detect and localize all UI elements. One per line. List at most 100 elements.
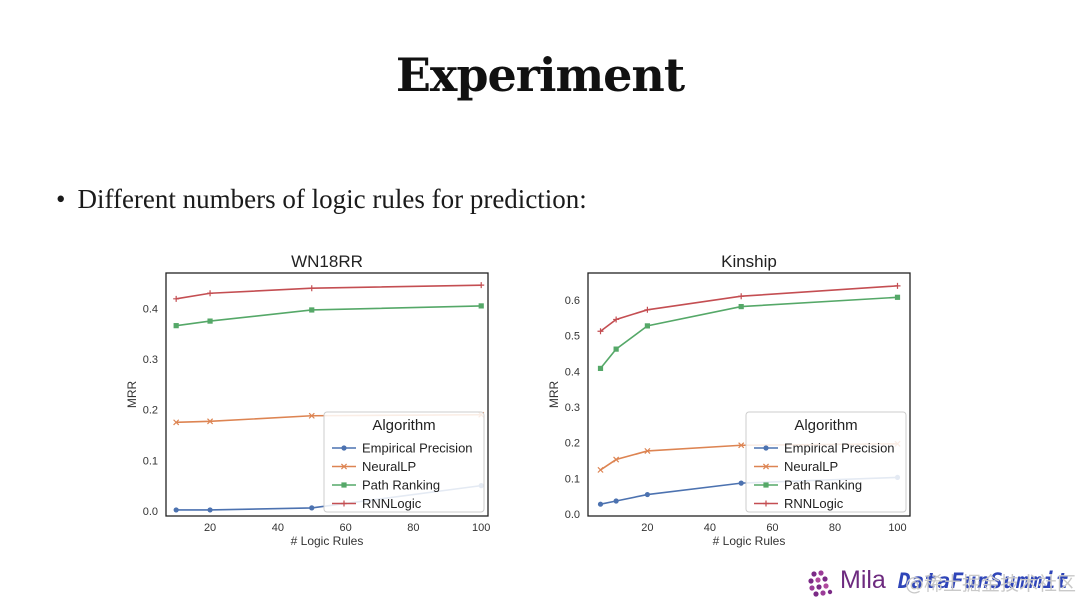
legend-marker (763, 445, 769, 451)
x-tick-label: 20 (641, 522, 653, 534)
data-point (644, 491, 650, 498)
datafun-logo: DataFunSummit (898, 569, 1069, 593)
x-tick-label: 80 (407, 522, 419, 534)
y-tick-label: 0.4 (143, 303, 158, 315)
bullet-text: Different numbers of logic rules for pre… (77, 184, 587, 214)
y-axis-label: MRR (125, 381, 139, 409)
legend: Algorithm Empirical Precision NeuralLP Path… (323, 411, 485, 513)
data-point (173, 323, 179, 329)
data-point (207, 418, 214, 425)
bullet-point: • Different numbers of logic rules for pr… (56, 184, 587, 215)
data-point (738, 293, 745, 300)
x-tick-label: 100 (888, 522, 906, 534)
legend-label: NeuralLP (362, 459, 416, 474)
legend: Algorithm Empirical Precision NeuralLP Path… (745, 411, 907, 513)
bullet-dot: • (56, 184, 66, 214)
chart-title: WN18RR (291, 252, 363, 271)
mila-logo-text: Mila (840, 566, 886, 594)
wn18rr-chart: WN18RR 20 40 60 80 100 0.0 0.1 0.2 0.3 0.4 # Logic … (125, 252, 490, 548)
data-point (309, 307, 315, 313)
series-path-ranking (597, 294, 901, 372)
data-point (173, 295, 180, 302)
data-point (173, 507, 179, 513)
legend-label: RNNLogic (784, 496, 844, 511)
y-tick-label: 0.1 (143, 455, 158, 467)
data-point (894, 282, 901, 289)
watermark: @稀土掘金技术社区 (905, 573, 1077, 595)
y-tick-label: 0.5 (565, 331, 580, 343)
x-tick-label: 20 (204, 522, 216, 534)
data-point (478, 303, 484, 309)
data-point (309, 505, 315, 511)
chart-title: Kinship (721, 252, 777, 271)
legend-label: Path Ranking (362, 478, 440, 493)
legend-label: RNNLogic (362, 496, 422, 511)
legend-box (745, 411, 907, 513)
data-point (597, 466, 604, 473)
x-tick-label: 80 (829, 522, 841, 534)
data-point (173, 419, 180, 426)
y-tick-label: 0.0 (143, 506, 158, 518)
data-point (207, 507, 213, 513)
y-tick-label: 0.1 (565, 473, 580, 485)
plot-frame (165, 272, 489, 517)
data-point (644, 323, 650, 329)
legend-label: Empirical Precision (362, 441, 473, 456)
kinship-chart: Kinship 20 40 60 80 100 0.0 0.1 0.2 0.3 0.4 0.5 0.6 #… (547, 252, 911, 548)
series-line (599, 296, 898, 369)
legend-marker (763, 482, 769, 488)
legend-marker (340, 463, 348, 470)
x-axis-label: # Logic Rules (291, 534, 364, 548)
legend-marker (341, 482, 347, 488)
data-point (738, 303, 744, 310)
series-rnnlogic (597, 282, 901, 335)
plot-frame (587, 272, 911, 517)
y-tick-label: 0.2 (143, 405, 158, 417)
mila-logo-icon (808, 570, 833, 597)
data-point (613, 498, 619, 504)
data-point (207, 290, 214, 297)
legend-marker (341, 500, 347, 507)
series-line (176, 305, 482, 327)
data-point (738, 442, 745, 449)
data-point (308, 285, 315, 292)
x-tick-label: 40 (272, 522, 284, 534)
data-point (738, 480, 744, 486)
y-tick-label: 0.0 (565, 509, 580, 521)
slide-title: Experiment (395, 48, 685, 102)
x-tick-label: 100 (472, 522, 490, 534)
legend-label: Empirical Precision (784, 441, 895, 456)
series-rnnlogic (173, 282, 485, 302)
data-point (308, 412, 315, 419)
data-point (613, 456, 620, 463)
x-tick-label: 40 (704, 522, 716, 534)
data-point (894, 294, 901, 300)
data-point (597, 365, 604, 372)
legend-label: NeuralLP (784, 459, 838, 474)
data-point (613, 346, 619, 352)
legend-marker (763, 500, 769, 507)
legend-title: Algorithm (372, 417, 435, 434)
series-path-ranking (173, 303, 484, 329)
x-tick-label: 60 (766, 522, 778, 534)
legend-label: Path Ranking (784, 478, 862, 493)
y-axis-label: MRR (547, 381, 561, 409)
y-tick-label: 0.2 (565, 438, 580, 450)
data-point (644, 306, 651, 313)
series-line (176, 284, 482, 300)
legend-title: Algorithm (794, 417, 857, 434)
legend-box (323, 411, 485, 513)
y-tick-label: 0.3 (565, 402, 580, 414)
x-axis-label: # Logic Rules (713, 534, 786, 548)
data-point (597, 328, 604, 335)
data-point (597, 501, 604, 507)
y-tick-label: 0.4 (565, 366, 580, 378)
data-point (644, 447, 651, 454)
y-tick-label: 0.6 (565, 295, 580, 307)
y-tick-label: 0.3 (143, 354, 158, 366)
x-tick-label: 60 (340, 522, 352, 534)
legend-marker (341, 445, 347, 451)
legend-marker (762, 463, 770, 470)
data-point (478, 282, 485, 289)
data-point (613, 316, 620, 323)
